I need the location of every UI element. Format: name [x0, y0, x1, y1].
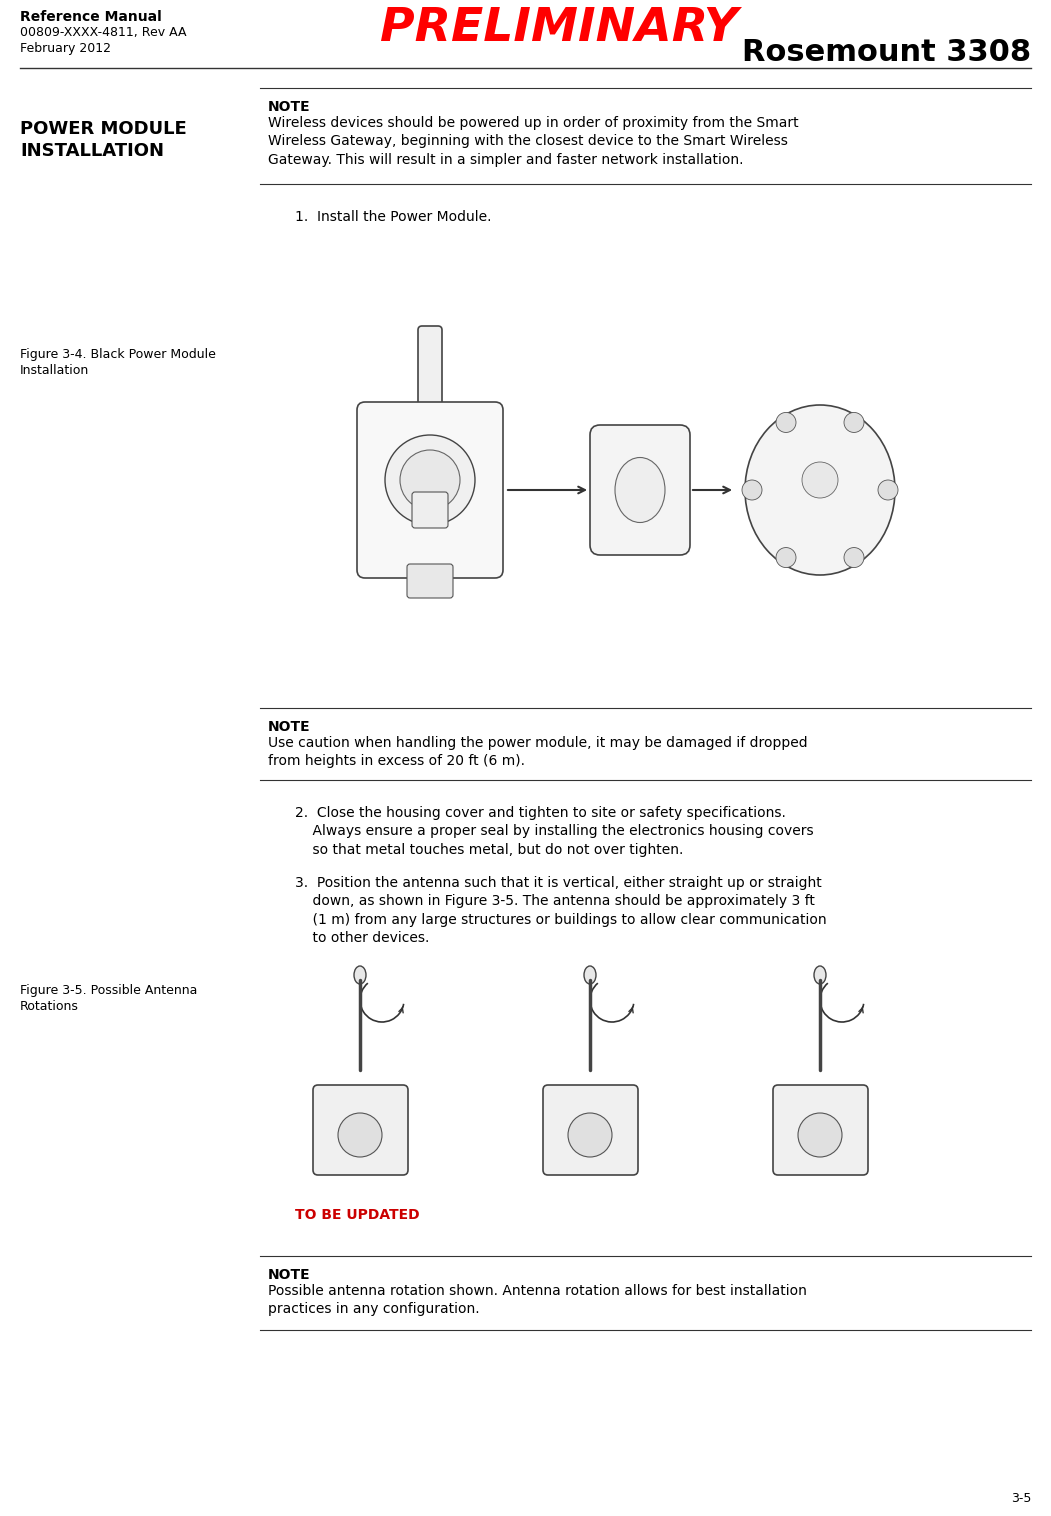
Text: Installation: Installation — [20, 364, 89, 377]
Ellipse shape — [354, 966, 366, 984]
Ellipse shape — [815, 966, 826, 984]
Text: Reference Manual: Reference Manual — [20, 11, 162, 24]
Circle shape — [844, 412, 864, 432]
Text: Wireless devices should be powered up in order of proximity from the Smart
Wirel: Wireless devices should be powered up in… — [268, 117, 799, 167]
Text: NOTE: NOTE — [268, 1267, 311, 1283]
FancyBboxPatch shape — [357, 402, 503, 578]
Text: Figure 3-5. Possible Antenna: Figure 3-5. Possible Antenna — [20, 984, 198, 998]
Circle shape — [776, 547, 796, 567]
Circle shape — [742, 481, 762, 500]
Circle shape — [568, 1113, 612, 1157]
Text: NOTE: NOTE — [268, 720, 311, 734]
Ellipse shape — [584, 966, 596, 984]
Ellipse shape — [745, 405, 895, 575]
Circle shape — [878, 481, 898, 500]
FancyBboxPatch shape — [407, 564, 453, 597]
Ellipse shape — [615, 458, 665, 523]
Text: 00809-XXXX-4811, Rev AA: 00809-XXXX-4811, Rev AA — [20, 26, 186, 39]
Text: POWER MODULE: POWER MODULE — [20, 120, 187, 138]
Text: 2.  Close the housing cover and tighten to site or safety specifications.
    Al: 2. Close the housing cover and tighten t… — [295, 807, 813, 857]
FancyBboxPatch shape — [543, 1085, 638, 1175]
Circle shape — [338, 1113, 382, 1157]
Text: Rotations: Rotations — [20, 1001, 79, 1013]
FancyBboxPatch shape — [412, 493, 448, 528]
Circle shape — [776, 412, 796, 432]
Text: Rosemount 3308: Rosemount 3308 — [742, 38, 1031, 67]
FancyBboxPatch shape — [772, 1085, 868, 1175]
Text: INSTALLATION: INSTALLATION — [20, 143, 164, 161]
Circle shape — [400, 450, 460, 509]
Text: 1.  Install the Power Module.: 1. Install the Power Module. — [295, 211, 492, 224]
Text: February 2012: February 2012 — [20, 42, 111, 55]
Text: NOTE: NOTE — [268, 100, 311, 114]
Text: TO BE UPDATED: TO BE UPDATED — [295, 1208, 419, 1222]
Circle shape — [844, 547, 864, 567]
Text: Use caution when handling the power module, it may be damaged if dropped
from he: Use caution when handling the power modu… — [268, 735, 807, 769]
Text: 3.  Position the antenna such that it is vertical, either straight up or straigh: 3. Position the antenna such that it is … — [295, 876, 827, 944]
FancyBboxPatch shape — [313, 1085, 408, 1175]
Text: Figure 3-4. Black Power Module: Figure 3-4. Black Power Module — [20, 349, 215, 361]
Circle shape — [385, 435, 475, 525]
Text: PRELIMINARY: PRELIMINARY — [380, 6, 738, 52]
FancyBboxPatch shape — [418, 326, 442, 464]
FancyBboxPatch shape — [590, 424, 691, 555]
Circle shape — [798, 1113, 842, 1157]
Text: 3-5: 3-5 — [1011, 1492, 1031, 1505]
Circle shape — [802, 462, 838, 497]
Text: Possible antenna rotation shown. Antenna rotation allows for best installation
p: Possible antenna rotation shown. Antenna… — [268, 1284, 807, 1316]
